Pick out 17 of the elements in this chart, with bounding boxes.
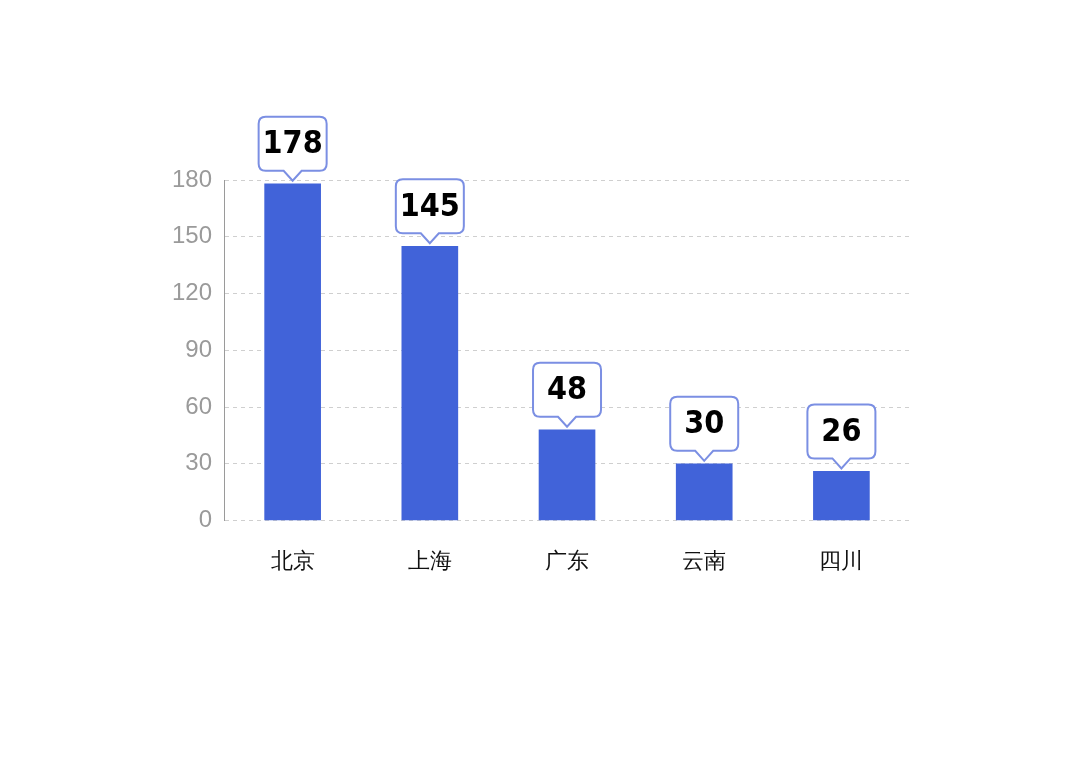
- x-tick-label: 北京: [270, 547, 315, 573]
- x-tick-label: 四川: [819, 547, 864, 573]
- data-label: 48: [546, 369, 588, 408]
- data-label: 145: [399, 185, 460, 224]
- data-label: 30: [684, 403, 725, 442]
- data-label: 178: [262, 123, 323, 162]
- data-label: 26: [821, 410, 862, 449]
- y-tick-label: 60: [185, 391, 213, 419]
- x-tick-label: 上海: [407, 547, 452, 573]
- y-tick-label: 90: [185, 334, 213, 362]
- y-tick-label: 180: [172, 164, 213, 192]
- y-tick-label: 30: [185, 448, 213, 476]
- x-tick-label: 云南: [682, 547, 727, 573]
- y-tick-label: 120: [172, 278, 213, 306]
- x-tick-label: 广东: [545, 547, 590, 573]
- y-tick-label: 0: [198, 505, 213, 533]
- y-tick-label: 150: [172, 221, 213, 249]
